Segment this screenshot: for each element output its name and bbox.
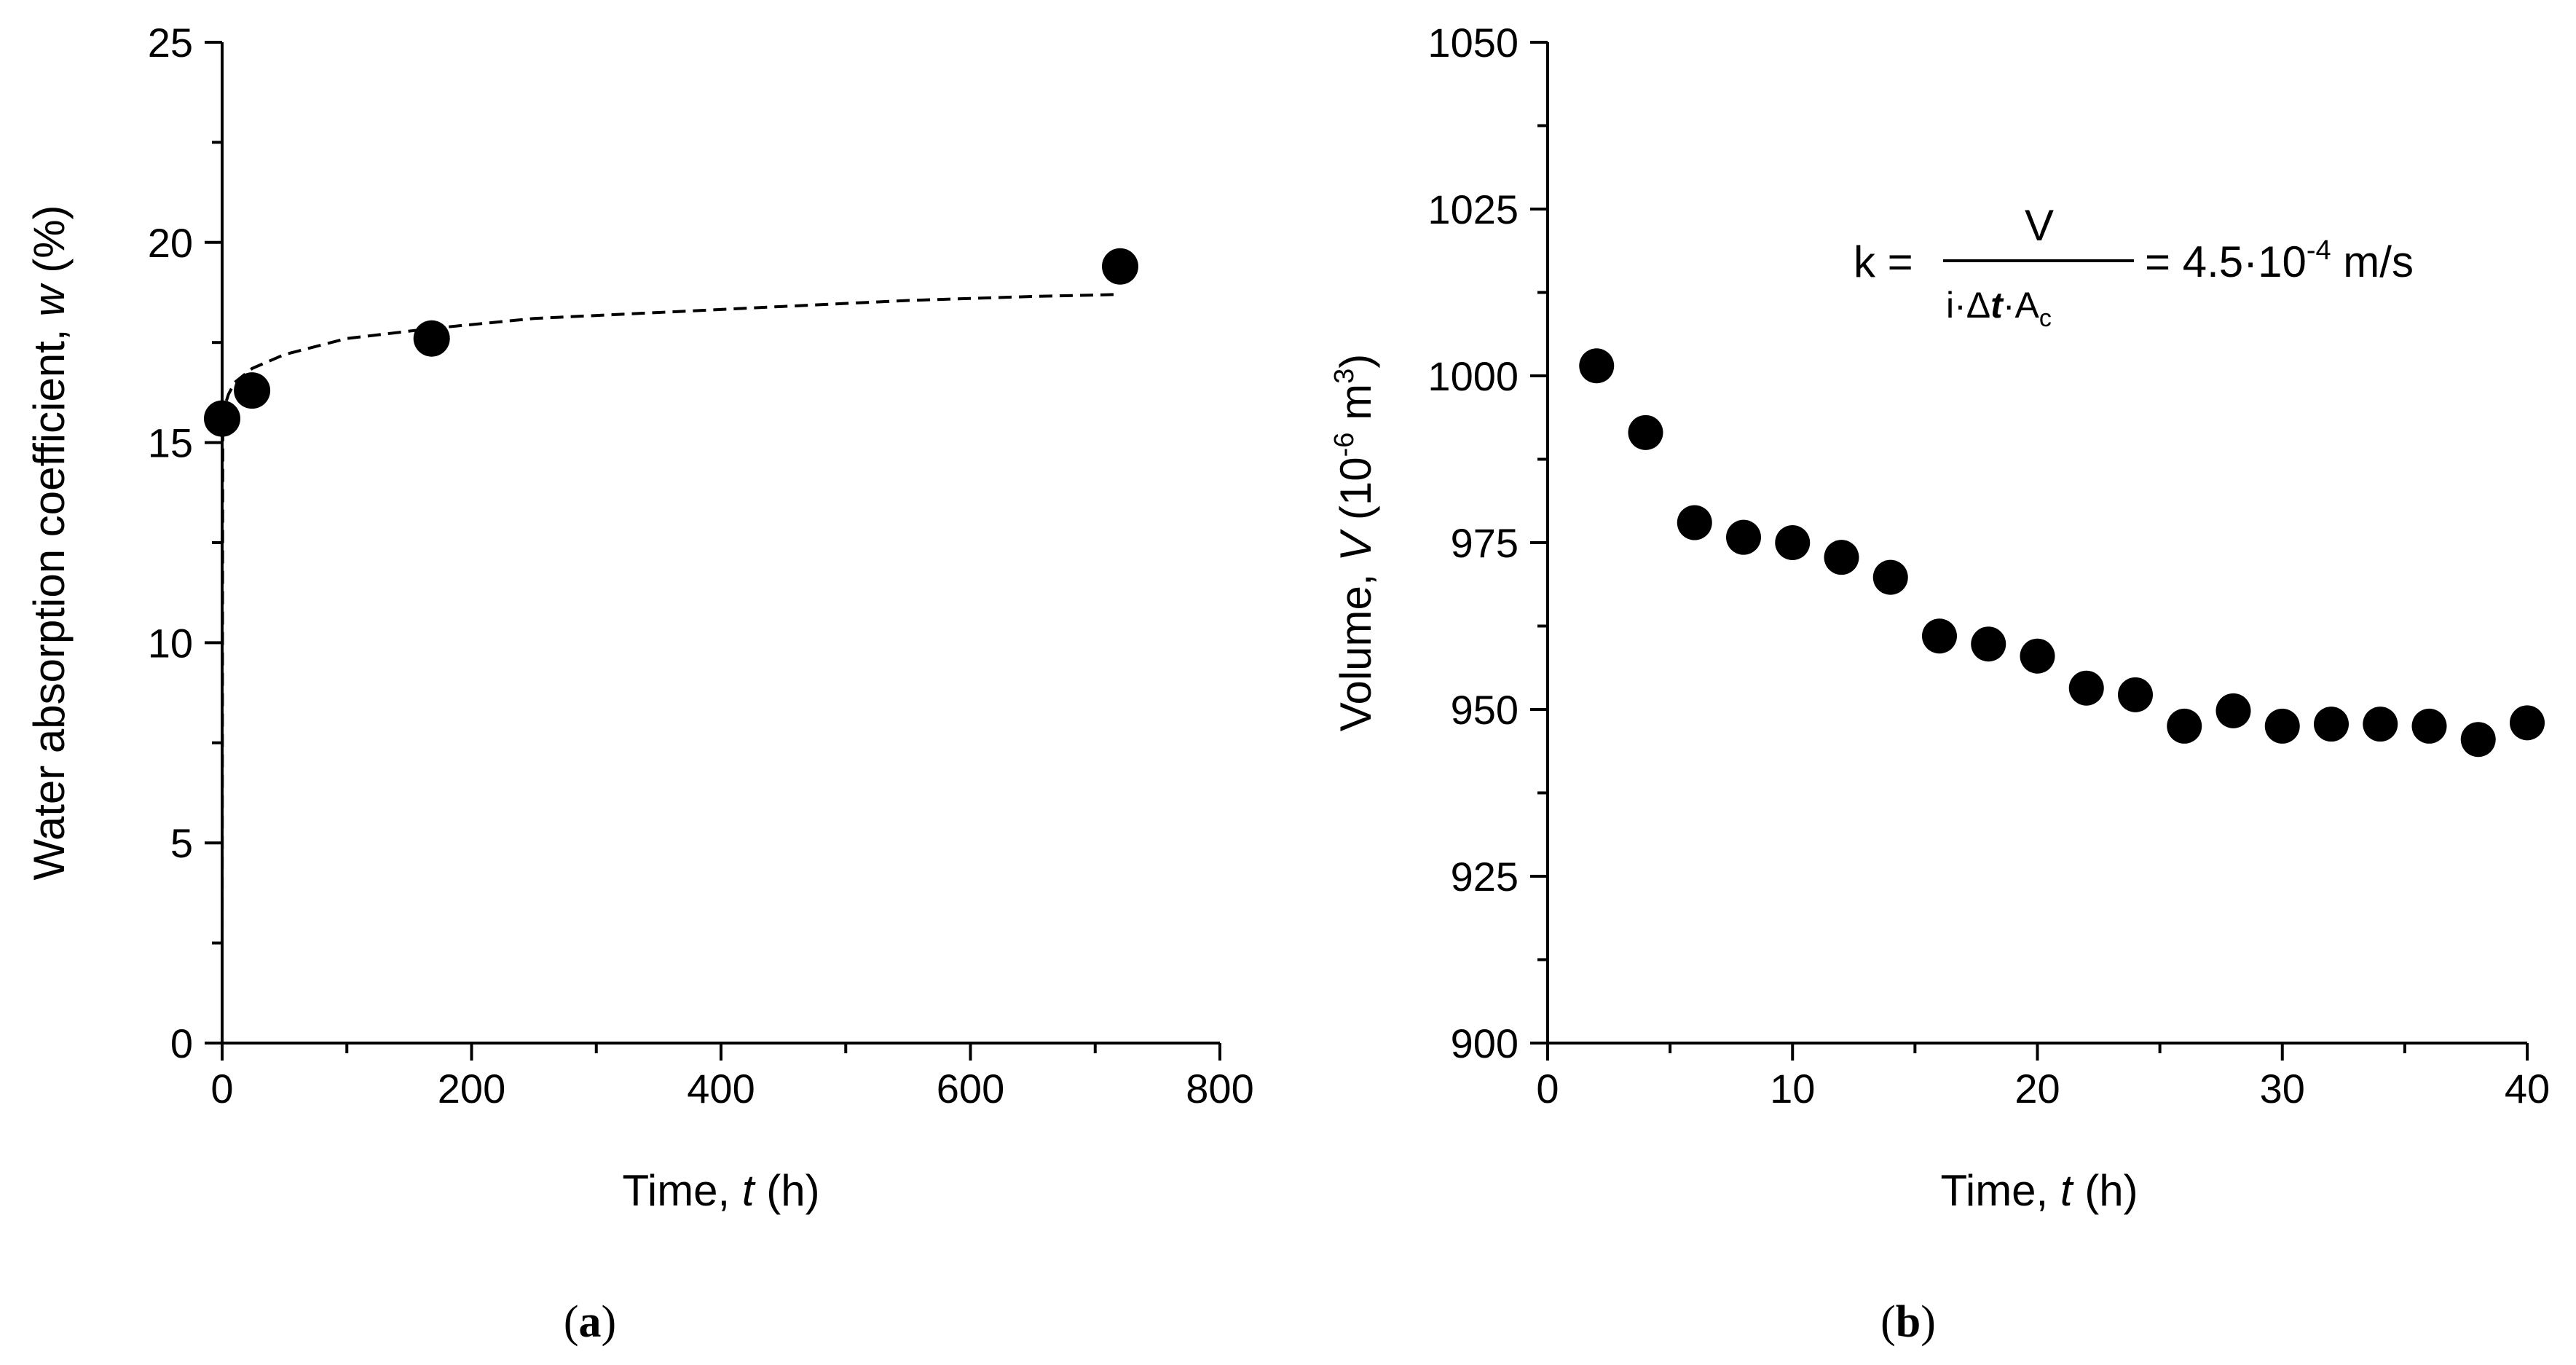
data-point-b xyxy=(2020,638,2055,674)
data-point-b xyxy=(1922,618,1957,654)
data-point-b xyxy=(1775,525,1811,560)
formula-annotation: k = V i·Δt·Ac = 4.5·10-4 m/s xyxy=(1854,201,2414,332)
y-axis-label-a: Water absorption coefficient, w (%) xyxy=(25,205,74,880)
y-tick-label-b: 925 xyxy=(1451,854,1519,900)
y-tick-label-b: 950 xyxy=(1451,687,1519,733)
x-tick-label-a: 200 xyxy=(438,1066,505,1112)
x-tick-label-b: 40 xyxy=(2505,1066,2550,1112)
y-tick-label-b: 975 xyxy=(1451,520,1519,566)
x-tick-label-a: 0 xyxy=(210,1066,233,1112)
data-point-a xyxy=(234,372,271,409)
data-point-b xyxy=(2363,707,2398,742)
chart-b: 0 10 20 30 40 900 925 950 975 1000 1025 1050 Time, … xyxy=(1329,20,2550,1347)
y-tick-label-b: 1000 xyxy=(1427,353,1519,399)
fit-curve-a xyxy=(221,293,1121,951)
x-tick-label-b: 20 xyxy=(2014,1066,2060,1112)
y-tick-label-b: 900 xyxy=(1451,1020,1519,1066)
panel-label-a: (a) xyxy=(564,1297,616,1347)
data-point-b xyxy=(1726,519,1761,555)
data-point-b xyxy=(2314,707,2349,742)
y-axis-label-b: Volume, V (10-6 m3) xyxy=(1329,354,1380,731)
x-axis-label-a: Time, t (h) xyxy=(622,1166,819,1215)
data-point-b xyxy=(1872,559,1908,595)
data-point-a xyxy=(1102,248,1138,285)
formula-lhs: k = xyxy=(1854,237,1913,286)
data-point-b xyxy=(2264,708,2300,744)
data-point-b xyxy=(2215,693,2251,728)
x-tick-label-a: 600 xyxy=(937,1066,1004,1112)
data-point-b xyxy=(2068,670,2104,706)
data-point-b xyxy=(2510,705,2545,741)
data-point-b xyxy=(2167,708,2202,744)
x-tick-label-b: 0 xyxy=(1536,1066,1559,1112)
data-point-b xyxy=(2460,722,2496,758)
y-tick-label-a: 10 xyxy=(148,620,193,666)
data-point-b xyxy=(1824,540,1859,575)
data-point-a xyxy=(413,320,450,357)
x-tick-label-b: 10 xyxy=(1770,1066,1815,1112)
y-tick-label-a: 20 xyxy=(148,220,193,266)
y-tick-label-a: 15 xyxy=(148,420,193,466)
chart-a: 0 200 400 600 800 0 5 10 15 20 25 Time, t (h) Wate… xyxy=(25,20,1254,1347)
data-point-b xyxy=(1579,348,1615,384)
data-point-b xyxy=(1628,414,1663,450)
data-point-b xyxy=(2411,708,2447,744)
x-axis-label-b: Time, t (h) xyxy=(1940,1166,2138,1215)
panel-label-b: (b) xyxy=(1880,1297,1936,1347)
x-tick-label-a: 800 xyxy=(1186,1066,1253,1112)
y-tick-label-a: 0 xyxy=(170,1020,193,1066)
y-tick-label-b: 1050 xyxy=(1427,20,1519,66)
y-tick-label-a: 5 xyxy=(170,820,193,866)
formula-rhs: = 4.5·10-4 m/s xyxy=(2145,235,2414,286)
formula-numerator: V xyxy=(2025,201,2054,250)
y-tick-label-b: 1025 xyxy=(1427,186,1519,232)
y-tick-label-a: 25 xyxy=(148,20,193,66)
data-point-b xyxy=(1971,626,2006,662)
x-tick-label-a: 400 xyxy=(687,1066,755,1112)
data-point-b xyxy=(2118,677,2153,712)
x-tick-label-b: 30 xyxy=(2260,1066,2305,1112)
data-point-b xyxy=(1677,505,1712,540)
formula-denominator: i·Δt·Ac xyxy=(1946,285,2052,332)
